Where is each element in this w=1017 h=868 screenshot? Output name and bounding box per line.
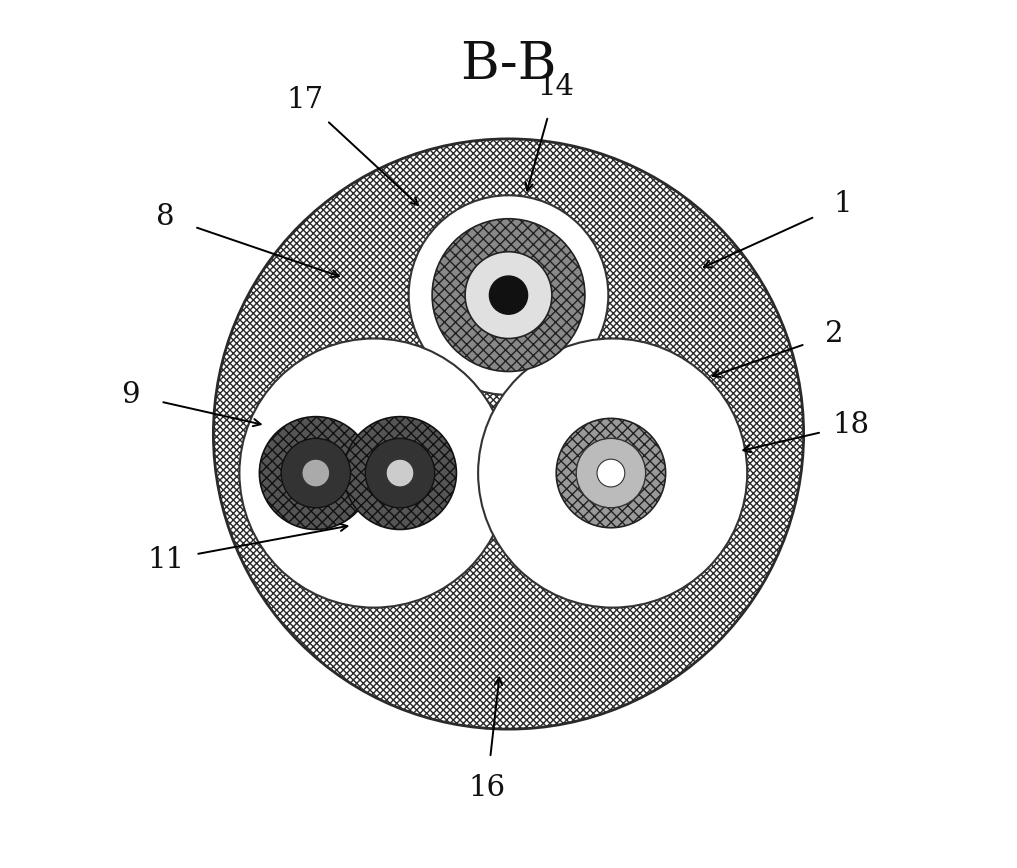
Circle shape bbox=[489, 276, 528, 314]
Circle shape bbox=[344, 417, 457, 529]
Circle shape bbox=[465, 252, 552, 339]
Circle shape bbox=[214, 139, 803, 729]
Text: 16: 16 bbox=[468, 774, 505, 802]
Text: 9: 9 bbox=[122, 381, 140, 409]
Text: 8: 8 bbox=[157, 203, 175, 231]
Text: B-B: B-B bbox=[461, 39, 556, 90]
Circle shape bbox=[281, 438, 351, 508]
Circle shape bbox=[386, 459, 414, 487]
Circle shape bbox=[302, 459, 330, 487]
Circle shape bbox=[597, 459, 624, 487]
Text: 1: 1 bbox=[833, 190, 852, 218]
Circle shape bbox=[239, 339, 508, 608]
Text: 11: 11 bbox=[147, 546, 184, 574]
Circle shape bbox=[478, 339, 747, 608]
Circle shape bbox=[259, 417, 372, 529]
Text: 2: 2 bbox=[825, 320, 843, 348]
Circle shape bbox=[365, 438, 434, 508]
Text: 18: 18 bbox=[833, 411, 870, 439]
Circle shape bbox=[556, 418, 665, 528]
Text: 14: 14 bbox=[538, 73, 575, 101]
Text: 17: 17 bbox=[286, 86, 323, 114]
Circle shape bbox=[409, 195, 608, 395]
Circle shape bbox=[577, 438, 646, 508]
Circle shape bbox=[432, 219, 585, 372]
